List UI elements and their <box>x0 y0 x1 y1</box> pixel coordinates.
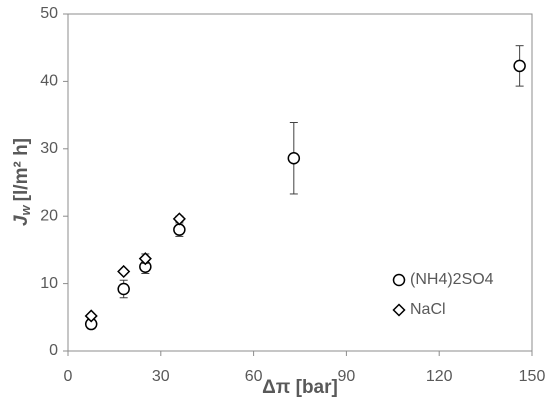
circle-marker <box>117 282 130 296</box>
plot-frame <box>67 13 533 352</box>
circle-marker <box>287 151 301 165</box>
legend-label: NaCl <box>410 301 446 318</box>
x-tick-label: 0 <box>64 368 73 385</box>
circle-marker <box>513 59 526 73</box>
x-axis-label: Δπ [bar] <box>262 377 338 398</box>
y-tick-label: 10 <box>40 275 58 292</box>
y-label-subscript: w <box>18 204 33 215</box>
x-tick-label: 150 <box>519 368 546 385</box>
x-tick-label: 90 <box>338 368 356 385</box>
y-axis-label: Jw [l/m² h] <box>11 138 33 226</box>
legend-label: (NH4)2SO4 <box>410 271 494 288</box>
legend-marker <box>392 303 406 317</box>
legend-marker <box>392 273 406 287</box>
diamond-marker <box>117 264 131 279</box>
y-tick-label: 30 <box>40 140 58 157</box>
x-tick-label: 120 <box>426 368 453 385</box>
circle-marker <box>173 223 186 236</box>
x-tick-label: 30 <box>152 368 170 385</box>
y-label-symbol: J <box>11 215 32 226</box>
diamond-marker <box>84 309 98 323</box>
x-tick-label: 60 <box>245 368 263 385</box>
diamond-marker <box>138 252 152 266</box>
y-tick-label: 40 <box>40 73 58 90</box>
y-tick-label: 20 <box>40 207 58 224</box>
y-tick-label: 50 <box>40 5 58 22</box>
y-tick-label: 0 <box>49 342 58 359</box>
diamond-marker <box>172 212 186 226</box>
y-label-unit: [l/m² h] <box>11 138 32 201</box>
